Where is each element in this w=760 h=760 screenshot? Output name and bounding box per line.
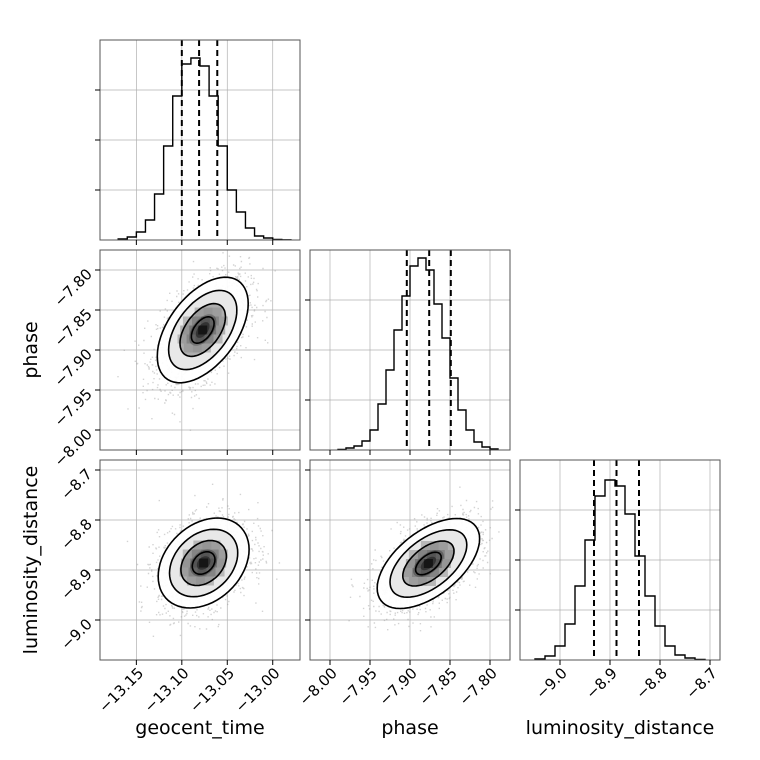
density-luminosity-distance-vs-phase-density-cell	[417, 550, 427, 559]
density-phase-vs-geocent-time-density-cell	[212, 307, 222, 317]
density-phase-vs-geocent-time-density-cell	[195, 334, 205, 344]
density-phase-vs-geocent-time-samples	[117, 252, 276, 431]
density-phase-vs-geocent-time-ytick-label: −7.80	[51, 265, 96, 310]
density-phase-vs-geocent-time-density-cell	[203, 307, 213, 317]
density-luminosity-distance-vs-phase-xtick-label: −7.80	[456, 664, 501, 709]
density-luminosity-distance-vs-phase-density-cell	[441, 559, 451, 568]
hist-luminosity-distance-xtick-label: −8.9	[582, 664, 620, 702]
density-luminosity-distance-vs-geocent-time-density-cell	[186, 576, 196, 586]
density-luminosity-distance-vs-geocent-time-ytick-label: −8.9	[57, 565, 95, 603]
density-phase-vs-geocent-time-contour	[167, 289, 238, 371]
density-phase-vs-geocent-time-ytick-label: −7.85	[51, 305, 96, 350]
density-luminosity-distance-vs-geocent-time-density-cell	[211, 540, 221, 550]
density-luminosity-distance-vs-geocent-time-density-cell	[204, 576, 214, 586]
density-luminosity-distance-vs-geocent-time-density-cell	[197, 567, 207, 577]
density-luminosity-distance-vs-geocent-time-density-cell	[195, 576, 205, 586]
ylabel-phase: phase	[20, 321, 42, 378]
density-luminosity-distance-vs-geocent-time-frame	[99, 459, 301, 661]
density-luminosity-distance-vs-geocent-time-density-cell	[191, 549, 201, 559]
hist-geocent-time-bars	[117, 57, 292, 241]
density-luminosity-distance-vs-geocent-time-density-cell	[200, 549, 210, 559]
density-luminosity-distance-vs-geocent-time-ytick-label: −8.7	[57, 465, 95, 503]
density-luminosity-distance-vs-geocent-time-contour	[180, 539, 228, 587]
hist-luminosity-distance-xtick-label: −9.0	[532, 664, 570, 702]
density-luminosity-distance-vs-phase-density-cell	[438, 541, 448, 550]
density-luminosity-distance-vs-geocent-time-contour	[168, 528, 239, 598]
density-luminosity-distance-vs-phase-contour	[389, 528, 468, 599]
density-luminosity-distance-vs-phase-density-cell	[423, 559, 433, 568]
density-luminosity-distance-vs-phase-xtick-label: −7.95	[336, 664, 381, 709]
density-luminosity-distance-vs-geocent-time-density-cell	[179, 567, 189, 577]
density-phase-vs-geocent-time-layer	[100, 250, 300, 450]
density-phase-vs-geocent-time-density-cell	[192, 343, 202, 353]
density-phase-vs-geocent-time-density-cell	[180, 325, 190, 335]
density-phase-vs-geocent-time-density-cell	[218, 316, 228, 326]
xlabel-luminosity-distance: luminosity_distance	[526, 717, 715, 739]
density-luminosity-distance-vs-phase-contour	[414, 551, 443, 576]
density-luminosity-distance-vs-geocent-time-density-cell	[190, 558, 200, 568]
density-phase-vs-geocent-time-contour	[156, 276, 250, 384]
density-luminosity-distance-vs-phase-xtick-label: −7.90	[376, 664, 421, 709]
hist-luminosity-distance-xtick-label: −8.8	[632, 664, 670, 702]
density-luminosity-distance-vs-geocent-time-contour	[191, 551, 216, 575]
density-luminosity-distance-vs-geocent-time-density-cell	[181, 558, 191, 568]
density-luminosity-distance-vs-phase-density-cell	[414, 559, 424, 568]
density-phase-vs-geocent-time-ytick-label: −8.00	[51, 425, 96, 470]
density-luminosity-distance-vs-geocent-time-xtick-label: −13.05	[186, 664, 238, 716]
density-phase-vs-geocent-time-density-cell	[201, 343, 211, 353]
density-luminosity-distance-vs-geocent-time-density-cell	[202, 540, 212, 550]
density-phase-vs-geocent-time-density-cell	[198, 325, 208, 335]
density-luminosity-distance-vs-geocent-time-density-cell	[209, 549, 219, 559]
density-phase-vs-geocent-time-density-cell	[183, 343, 193, 353]
ylabel-luminosity-distance: luminosity_distance	[20, 466, 42, 655]
density-luminosity-distance-vs-phase-contour	[401, 540, 455, 587]
density-luminosity-distance-vs-phase-xtick-label: −7.85	[416, 664, 461, 709]
density-luminosity-distance-vs-phase-density-cell	[405, 559, 415, 568]
xlabel-phase: phase	[381, 717, 438, 739]
xlabel-geocent-time: geocent_time	[135, 717, 264, 739]
density-phase-vs-geocent-time-density-cell	[216, 325, 226, 335]
density-luminosity-distance-vs-phase-density-cell	[429, 541, 439, 550]
density-phase-vs-geocent-time-density-cell	[177, 334, 187, 344]
density-phase-vs-geocent-time-ytick-label: −7.95	[51, 385, 96, 430]
density-phase-vs-geocent-time-ytick-label: −7.90	[51, 345, 96, 390]
density-luminosity-distance-vs-phase-density-cell	[429, 568, 439, 577]
density-luminosity-distance-vs-phase-density-cell	[402, 568, 412, 577]
density-luminosity-distance-vs-geocent-time-contour	[157, 517, 250, 609]
density-luminosity-distance-vs-geocent-time-density-cell	[208, 558, 218, 568]
density-luminosity-distance-vs-geocent-time-density-cell	[206, 567, 216, 577]
density-luminosity-distance-vs-geocent-time-density-cell	[218, 549, 228, 559]
density-luminosity-distance-vs-geocent-time-ytick-label: −8.8	[57, 515, 95, 553]
density-luminosity-distance-vs-geocent-time-xtick-label: −13.00	[232, 664, 284, 716]
density-luminosity-distance-vs-phase-density-cell	[417, 577, 427, 586]
density-luminosity-distance-vs-phase-xtick-label: −8.00	[296, 664, 341, 709]
density-phase-vs-geocent-time-contour	[179, 302, 227, 358]
density-luminosity-distance-vs-phase-density-cell	[408, 577, 418, 586]
density-luminosity-distance-vs-phase-density-cell	[432, 559, 442, 568]
density-luminosity-distance-vs-geocent-time-density-cell	[217, 558, 227, 568]
density-luminosity-distance-vs-phase-layer	[310, 460, 510, 660]
density-luminosity-distance-vs-geocent-time-layer	[100, 460, 300, 660]
density-luminosity-distance-vs-geocent-time-density-cell	[199, 558, 209, 568]
hist-luminosity-distance-bars	[534, 479, 706, 661]
density-phase-vs-geocent-time-density-cell	[204, 334, 214, 344]
density-luminosity-distance-vs-phase-density-cell	[420, 568, 430, 577]
density-luminosity-distance-vs-phase-density-cell	[444, 550, 454, 559]
density-luminosity-distance-vs-phase-contour	[376, 517, 481, 610]
hist-phase-bars	[337, 257, 499, 451]
density-phase-vs-geocent-time-density-cell	[200, 316, 210, 326]
density-phase-vs-geocent-time-contour	[190, 316, 215, 344]
density-luminosity-distance-vs-geocent-time-xtick-label: −13.10	[141, 664, 193, 716]
density-luminosity-distance-vs-geocent-time-density-cell	[193, 540, 203, 550]
hist-luminosity-distance-xtick-label: −8.7	[682, 664, 720, 702]
density-luminosity-distance-vs-geocent-time-xtick-label: −13.15	[95, 664, 147, 716]
density-luminosity-distance-vs-geocent-time-ytick-label: −9.0	[57, 615, 95, 653]
density-phase-vs-geocent-time-density-cell	[191, 316, 201, 326]
density-luminosity-distance-vs-phase-density-cell	[426, 550, 436, 559]
density-luminosity-distance-vs-geocent-time-density-cell	[188, 567, 198, 577]
density-phase-vs-geocent-time-density-cell	[194, 307, 204, 317]
